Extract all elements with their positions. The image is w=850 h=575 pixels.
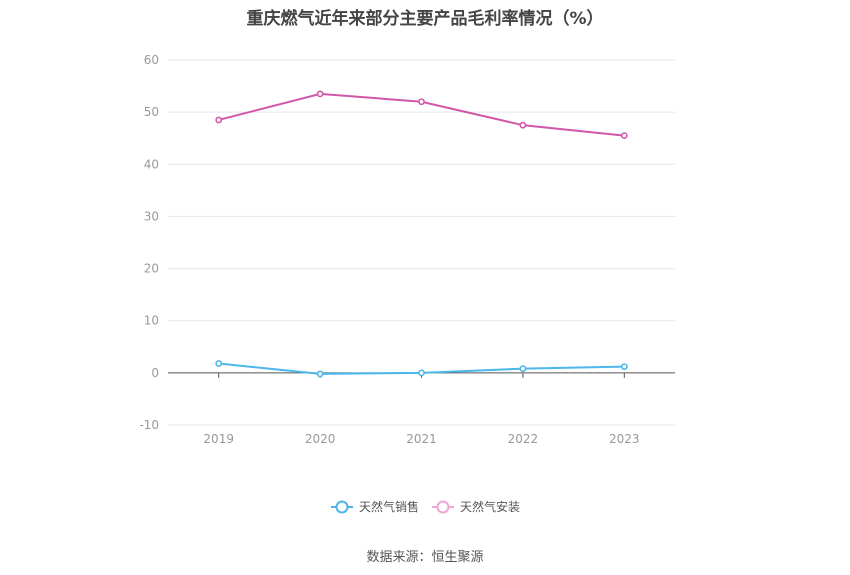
legend-label: 天然气安装: [460, 499, 520, 514]
x-tick-label: 2020: [305, 432, 336, 446]
data-point[interactable]: [316, 90, 324, 98]
data-point[interactable]: [620, 132, 628, 140]
data-point[interactable]: [316, 370, 324, 378]
data-point[interactable]: [519, 365, 527, 373]
data-point[interactable]: [215, 360, 223, 367]
series-1: [215, 360, 628, 378]
legend-item-2[interactable]: 天然气安装: [432, 499, 520, 514]
data-point[interactable]: [620, 363, 628, 370]
data-point[interactable]: [519, 121, 527, 129]
source-note: 数据来源：恒生聚源: [366, 550, 484, 565]
y-tick-label: 20: [144, 262, 159, 276]
legend-label: 天然气销售: [359, 499, 419, 514]
grid-lines: [168, 59, 675, 426]
legend-marker-icon: [436, 500, 450, 514]
data-point[interactable]: [418, 369, 425, 377]
x-tick-label: 2021: [406, 432, 437, 446]
y-tick-label: 10: [144, 314, 159, 328]
legend-marker-icon: [335, 500, 349, 514]
data-point[interactable]: [215, 116, 223, 124]
series-2: [215, 90, 628, 140]
data-point[interactable]: [418, 98, 425, 106]
legend-item-1[interactable]: 天然气销售: [331, 499, 419, 514]
y-tick-label: -10: [139, 418, 159, 432]
y-tick-label: 50: [144, 105, 159, 119]
y-tick-label: 0: [151, 366, 159, 380]
y-axis-tick-labels: -10 0 10 20 30 40 50 60: [139, 53, 159, 432]
series-lines: [215, 90, 628, 378]
legend[interactable]: 天然气销售 天然气安装: [331, 499, 520, 514]
y-tick-label: 40: [144, 157, 159, 171]
x-tick-label: 2019: [203, 432, 234, 446]
x-tick-label: 2023: [609, 432, 640, 446]
x-axis-tick-labels: 2019 2020 2021 2022 2023: [203, 432, 639, 446]
y-tick-label: 30: [144, 209, 159, 223]
x-tick-label: 2022: [508, 432, 539, 446]
chart-title: 重庆燃气近年来部分主要产品毛利率情况（%）: [246, 9, 604, 29]
y-tick-label: 60: [144, 53, 159, 67]
